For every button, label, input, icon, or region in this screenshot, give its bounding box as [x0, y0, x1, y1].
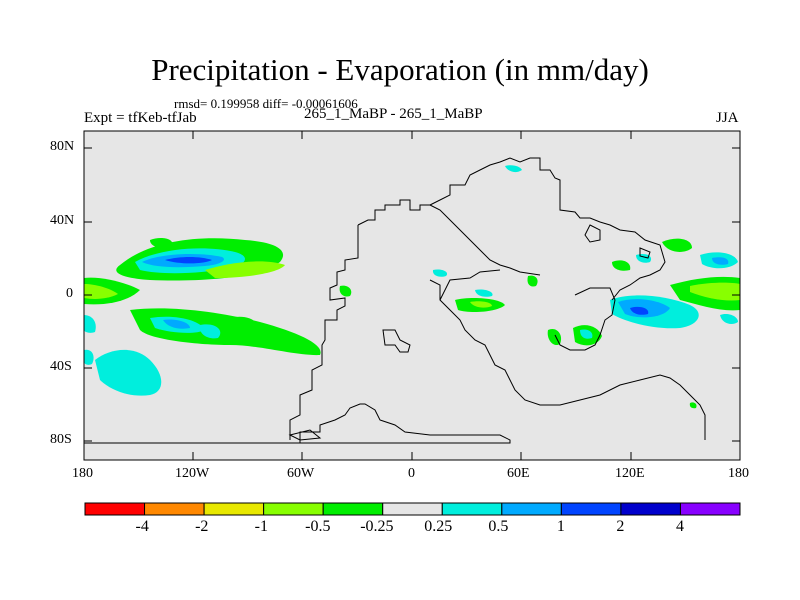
colorbar: [84, 502, 741, 516]
lat-label-0: 0: [66, 286, 73, 301]
experiment-label: Expt = tfKeb-tfJab: [84, 110, 197, 126]
eurasia-outline: [429, 157, 666, 301]
lon-label-60w: 60W: [287, 466, 315, 481]
contour-green-japan: [662, 238, 692, 252]
colorbar-label: 0.5: [488, 518, 509, 535]
map-field: [84, 131, 740, 460]
contour-lightgreen-ind: [470, 301, 492, 308]
colorbar-box: [620, 502, 681, 516]
lon-label-120e: 120E: [615, 466, 645, 481]
contour-cyan-east-edge: [720, 313, 738, 324]
colorbar-label: 4: [675, 518, 684, 535]
colorbar-label: -4: [135, 518, 149, 535]
antarctic-peninsula: [288, 429, 322, 441]
colorbar-label: -1: [254, 518, 268, 535]
colorbar-box: [144, 502, 205, 516]
contour-cyan-arctic: [505, 165, 522, 173]
colorbar-label: 1: [556, 518, 565, 535]
colorbar-box: [679, 502, 741, 516]
contour-lightgreen-cpac: [690, 282, 740, 301]
season-label: JJA: [716, 110, 739, 126]
colorbar-label: 0.25: [424, 518, 453, 535]
lon-label-180w: 180: [72, 466, 93, 481]
contour-lightblue-npac-east: [712, 257, 729, 265]
colorbar-label: -0.5: [305, 518, 331, 535]
north-america-outline: [357, 199, 430, 226]
cases-label: 265_1_MaBP - 265_1_MaBP: [304, 106, 483, 122]
contour-fills: [84, 165, 740, 409]
colorbar-label: 2: [616, 518, 625, 535]
stats-line: rmsd= 0.199958 diff= -0.00061606: [174, 96, 358, 111]
colorbar-box: [441, 502, 503, 516]
contour-lightgreen-eqpac: [84, 284, 118, 299]
colorbar-label: -0.25: [360, 518, 394, 535]
contour-cyan-aus: [580, 329, 593, 339]
lat-label-80n: 80N: [50, 139, 75, 154]
contour-blue-wpac: [630, 306, 649, 315]
contour-cyan-ind: [475, 289, 493, 297]
island-outline: [584, 224, 601, 243]
contour-green-spac2: [230, 316, 256, 329]
contour-cyan-spac2: [199, 324, 221, 339]
contour-green-china: [612, 260, 631, 271]
contour-green-atl: [339, 285, 352, 297]
contour-cyan-west-edge2: [84, 349, 94, 365]
lon-label-0: 0: [408, 466, 415, 481]
lat-label-40s: 40S: [50, 359, 72, 374]
contour-lightblue-spac: [163, 319, 190, 329]
antarctica-outline: [84, 403, 511, 444]
africa-north: [439, 269, 501, 301]
plot-title: Precipitation - Evaporation (in mm/day): [151, 52, 649, 87]
contour-green-ind2: [527, 275, 538, 287]
lon-label-60e: 60E: [507, 466, 530, 481]
colorbar-box: [84, 502, 146, 516]
colorbar-box: [382, 502, 443, 516]
lon-label-120w: 120W: [175, 466, 210, 481]
colorbar-box: [203, 502, 265, 516]
lat-label-40n: 40N: [50, 213, 75, 228]
colorbar-box: [263, 502, 324, 516]
contour-green-small: [150, 238, 173, 248]
continent-outlines: [84, 157, 706, 444]
colorbar-box: [560, 502, 622, 516]
x-ticks: [83, 131, 741, 460]
colorbar-label: -2: [195, 518, 209, 535]
madagascar-like: [382, 329, 411, 353]
africa-australia-outline: [429, 279, 706, 440]
contour-lightgreen-npac: [205, 261, 285, 278]
contour-cyan-south1: [95, 349, 162, 396]
contour-blue-npac: [165, 257, 212, 264]
island-outline-2: [639, 247, 651, 259]
eurasia-inner: [429, 204, 541, 276]
contour-green-south-small: [689, 402, 697, 409]
americas-outline: [289, 225, 359, 440]
contour-cyan-afr: [432, 269, 448, 277]
colorbar-box: [322, 502, 384, 516]
colorbar-box: [501, 502, 562, 516]
southeast-asia-outline: [554, 287, 616, 351]
y-ticks: [84, 147, 740, 442]
contour-cyan-west-edge: [84, 315, 96, 333]
lat-label-80s: 80S: [50, 432, 72, 447]
lon-label-180e: 180: [728, 466, 749, 481]
